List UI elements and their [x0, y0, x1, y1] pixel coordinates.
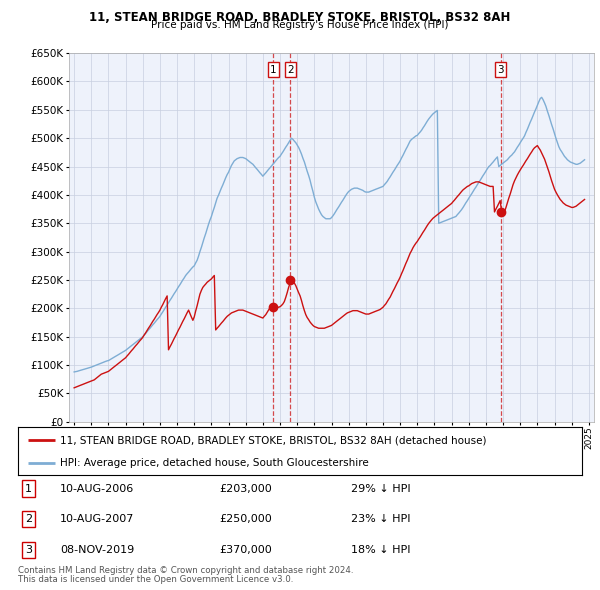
Text: 11, STEAN BRIDGE ROAD, BRADLEY STOKE, BRISTOL, BS32 8AH: 11, STEAN BRIDGE ROAD, BRADLEY STOKE, BR… — [89, 11, 511, 24]
Text: 29% ↓ HPI: 29% ↓ HPI — [351, 484, 410, 493]
Text: 3: 3 — [25, 545, 32, 555]
Text: This data is licensed under the Open Government Licence v3.0.: This data is licensed under the Open Gov… — [18, 575, 293, 584]
Text: HPI: Average price, detached house, South Gloucestershire: HPI: Average price, detached house, Sout… — [60, 458, 369, 468]
Text: 1: 1 — [25, 484, 32, 493]
Text: 3: 3 — [497, 65, 504, 75]
Text: 23% ↓ HPI: 23% ↓ HPI — [351, 514, 410, 524]
Text: 2: 2 — [287, 65, 294, 75]
Text: £203,000: £203,000 — [219, 484, 272, 493]
Text: £370,000: £370,000 — [219, 545, 272, 555]
Text: 18% ↓ HPI: 18% ↓ HPI — [351, 545, 410, 555]
Text: 2: 2 — [25, 514, 32, 524]
Text: Contains HM Land Registry data © Crown copyright and database right 2024.: Contains HM Land Registry data © Crown c… — [18, 566, 353, 575]
Text: 11, STEAN BRIDGE ROAD, BRADLEY STOKE, BRISTOL, BS32 8AH (detached house): 11, STEAN BRIDGE ROAD, BRADLEY STOKE, BR… — [60, 435, 487, 445]
Text: £250,000: £250,000 — [219, 514, 272, 524]
Text: Price paid vs. HM Land Registry's House Price Index (HPI): Price paid vs. HM Land Registry's House … — [151, 20, 449, 30]
Text: 1: 1 — [270, 65, 277, 75]
Text: 10-AUG-2007: 10-AUG-2007 — [60, 514, 134, 524]
Text: 08-NOV-2019: 08-NOV-2019 — [60, 545, 134, 555]
Text: 10-AUG-2006: 10-AUG-2006 — [60, 484, 134, 493]
